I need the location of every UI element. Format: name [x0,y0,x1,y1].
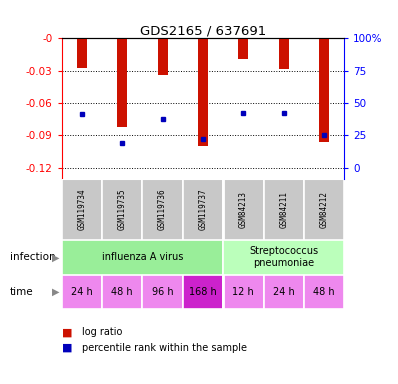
Text: infection: infection [10,252,56,262]
Text: 48 h: 48 h [313,287,335,297]
Text: GSM119736: GSM119736 [158,189,167,230]
Bar [304,275,344,309]
Bar [263,275,304,309]
Text: GSM119735: GSM119735 [118,189,127,230]
Bar [62,275,102,309]
Bar [77,38,87,68]
Text: ■: ■ [62,343,72,353]
Text: 12 h: 12 h [232,287,254,297]
Text: 168 h: 168 h [189,287,217,297]
Text: influenza A virus: influenza A virus [102,252,183,262]
Text: GSM119737: GSM119737 [199,189,207,230]
Text: GSM119734: GSM119734 [77,189,86,230]
Bar [198,38,208,146]
Bar [183,179,223,240]
Text: time: time [10,287,33,297]
Bar [142,275,183,309]
Bar [102,275,142,309]
Text: 24 h: 24 h [71,287,93,297]
Bar [117,38,127,127]
Bar [223,275,263,309]
Text: log ratio: log ratio [82,327,122,337]
Bar [183,275,223,309]
Text: 48 h: 48 h [111,287,133,297]
Bar [62,179,102,240]
Bar [223,179,263,240]
Text: 96 h: 96 h [152,287,174,297]
Text: ▶: ▶ [52,287,59,297]
Text: GSM84211: GSM84211 [279,191,288,228]
Bar [158,38,168,75]
Bar [279,38,289,69]
Text: GSM84212: GSM84212 [320,191,329,228]
Text: GSM84213: GSM84213 [239,191,248,228]
Bar [304,179,344,240]
Title: GDS2165 / 637691: GDS2165 / 637691 [140,24,266,37]
Text: percentile rank within the sample: percentile rank within the sample [82,343,247,353]
Text: ▶: ▶ [52,252,59,262]
Bar [238,38,248,59]
Text: Streptococcus
pneumoniae: Streptococcus pneumoniae [249,247,318,268]
Bar [142,179,183,240]
Text: 24 h: 24 h [273,287,295,297]
Bar [62,240,223,275]
Bar [263,179,304,240]
Bar [102,179,142,240]
Bar [319,38,329,142]
Bar [223,240,344,275]
Text: ■: ■ [62,327,72,337]
